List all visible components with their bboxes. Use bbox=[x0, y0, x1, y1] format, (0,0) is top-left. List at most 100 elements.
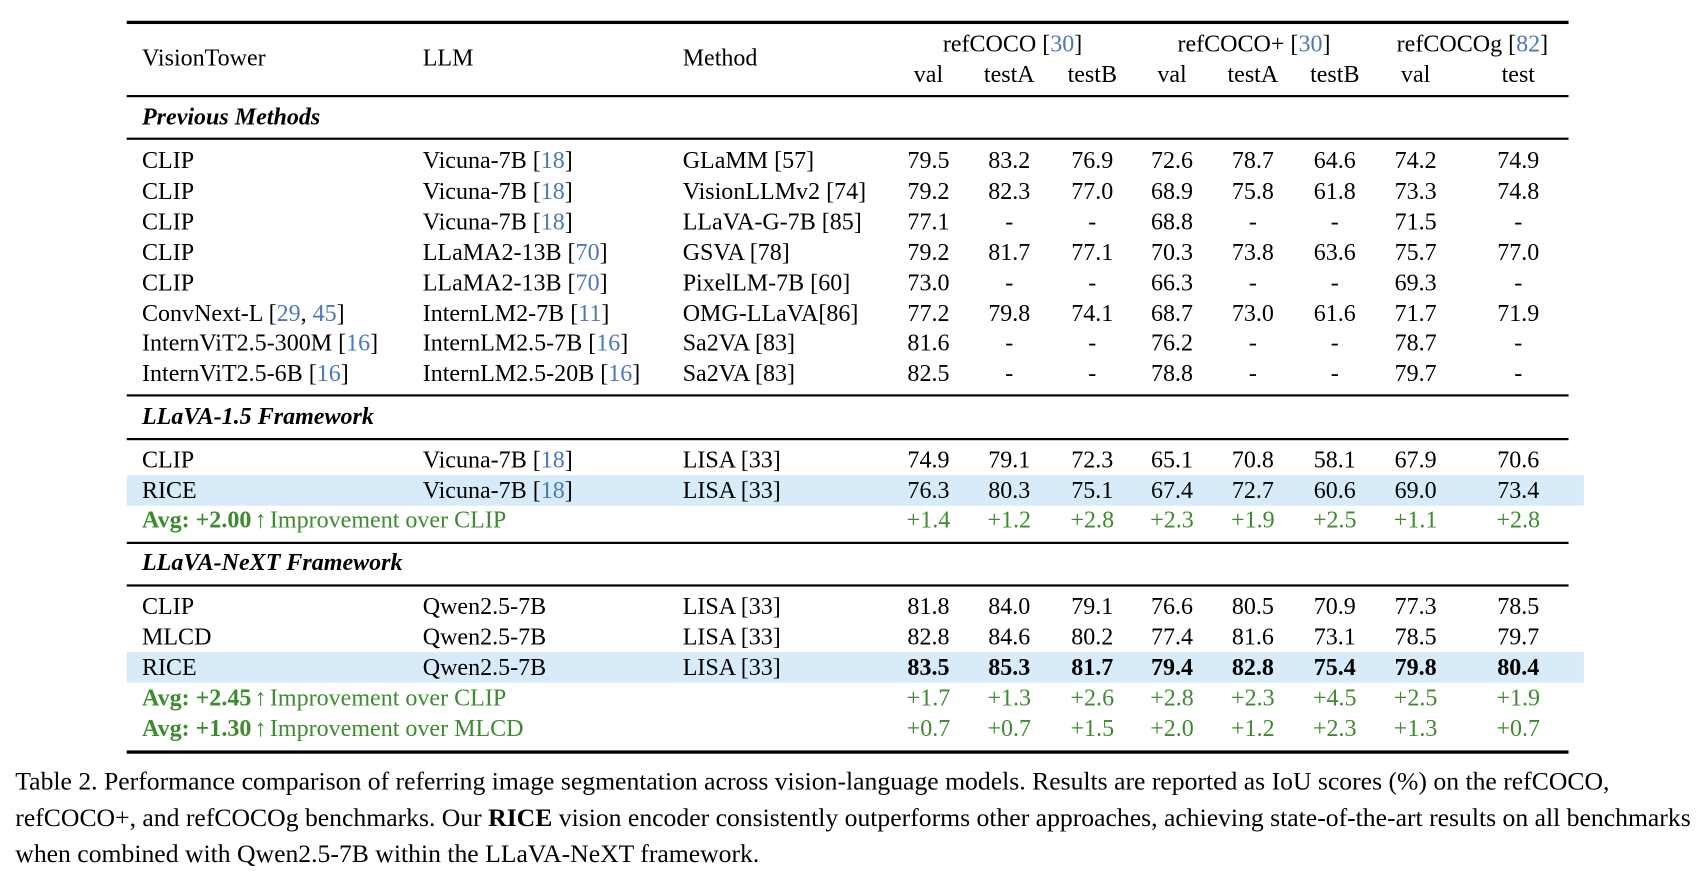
improvement-value: +1.4 bbox=[906, 505, 951, 534]
cell-value: 77.1 bbox=[907, 207, 950, 235]
cell-value: - bbox=[1330, 207, 1339, 235]
cell-value: 75.8 bbox=[1231, 176, 1274, 205]
cell-method: LISA [33] bbox=[682, 622, 781, 650]
cell-visiontower: CLIP bbox=[141, 176, 195, 205]
header-group-2: refCOCOg [82] bbox=[1396, 29, 1549, 57]
cell-value: 77.0 bbox=[1497, 237, 1540, 266]
citation-link[interactable]: 70 bbox=[575, 237, 600, 266]
cell-value: 79.1 bbox=[988, 445, 1031, 473]
citation-link[interactable]: 16 bbox=[316, 359, 341, 387]
caption-after: vision encoder consistently outperforms … bbox=[15, 803, 1691, 869]
citation-link[interactable]: 11 bbox=[578, 298, 602, 327]
table-rule bbox=[126, 750, 1569, 754]
cell-value: - bbox=[1005, 329, 1014, 357]
section-title: Previous Methods bbox=[141, 102, 321, 130]
cell-value: 74.9 bbox=[907, 445, 950, 473]
citation-link[interactable]: 70 bbox=[575, 268, 600, 296]
citation-link[interactable]: 18 bbox=[540, 476, 565, 504]
citation-link[interactable]: 18 bbox=[540, 445, 565, 473]
cell-llm: InternLM2.5-20B [16] bbox=[422, 359, 641, 387]
cell-value: - bbox=[1005, 359, 1014, 387]
cell-value: 79.4 bbox=[1151, 653, 1194, 681]
cell-method: PixelLM-7B [60] bbox=[682, 268, 851, 296]
cell-value: 66.3 bbox=[1151, 268, 1194, 296]
citation-link[interactable]: 18 bbox=[540, 207, 565, 235]
cell-llm: Qwen2.5-7B bbox=[422, 592, 547, 620]
improvement-value: +2.8 bbox=[1150, 683, 1194, 712]
cell-value: 76.2 bbox=[1151, 329, 1194, 357]
citation-link[interactable]: 30 bbox=[1050, 29, 1075, 57]
improvement-label: Avg: +2.00 ↑ Improvement over CLIP bbox=[142, 505, 506, 536]
caption-bold: RICE bbox=[488, 803, 553, 833]
cell-value: 80.3 bbox=[988, 476, 1031, 504]
improvement-label: Avg: +2.45 ↑ Improvement over CLIP bbox=[142, 683, 506, 714]
improvement-value: +2.3 bbox=[1150, 505, 1194, 534]
cell-value: 70.9 bbox=[1313, 592, 1356, 620]
citation-link[interactable]: 16 bbox=[346, 329, 371, 357]
header-subcolumn: test bbox=[1501, 60, 1535, 88]
citation-link[interactable]: 82 bbox=[1516, 29, 1541, 57]
table-rule bbox=[126, 95, 1569, 97]
cell-value: 77.1 bbox=[1071, 237, 1114, 266]
cell-llm: InternLM2-7B [11] bbox=[422, 298, 610, 327]
cell-value: 73.0 bbox=[907, 268, 950, 296]
cell-visiontower: ConvNext-L [29, 45] bbox=[141, 298, 345, 327]
cell-visiontower: RICE bbox=[141, 476, 197, 504]
cell-visiontower: CLIP bbox=[141, 207, 195, 235]
cell-value: 72.3 bbox=[1071, 445, 1114, 473]
citation-link[interactable]: 29 bbox=[276, 298, 301, 327]
improvement-value: +0.7 bbox=[906, 714, 951, 742]
cell-value: 82.5 bbox=[907, 359, 950, 387]
cell-visiontower: CLIP bbox=[141, 237, 195, 266]
cell-value: 85.3 bbox=[988, 653, 1031, 681]
cell-value: 74.8 bbox=[1497, 176, 1540, 205]
improvement-value: +1.1 bbox=[1393, 505, 1438, 534]
cell-value: 73.1 bbox=[1313, 622, 1356, 650]
arrow-up-icon: ↑ bbox=[254, 505, 267, 534]
cell-value: 75.4 bbox=[1313, 653, 1356, 681]
cell-value: - bbox=[1088, 268, 1097, 296]
cell-llm: InternLM2.5-7B [16] bbox=[422, 329, 629, 357]
cell-value: - bbox=[1514, 329, 1523, 357]
citation-link[interactable]: 30 bbox=[1298, 29, 1323, 57]
cell-value: 79.2 bbox=[907, 237, 950, 266]
citation-link[interactable]: 45 bbox=[312, 298, 337, 327]
cell-value: 71.5 bbox=[1394, 207, 1437, 235]
table-rule bbox=[126, 394, 1569, 396]
citation-link[interactable]: 16 bbox=[596, 329, 621, 357]
cell-llm: Qwen2.5-7B bbox=[422, 653, 547, 681]
cell-llm: Vicuna-7B [18] bbox=[422, 207, 573, 235]
improvement-value: +2.8 bbox=[1496, 505, 1541, 534]
cell-method: Sa2VA [83] bbox=[682, 359, 796, 387]
header-method: Method bbox=[682, 43, 758, 71]
caption-before: Table 2. Performance comparison of refer… bbox=[15, 767, 1610, 833]
cell-value: 78.5 bbox=[1394, 622, 1437, 650]
cell-method: LISA [33] bbox=[682, 445, 781, 473]
cell-value: 81.6 bbox=[907, 329, 950, 357]
cell-value: - bbox=[1330, 359, 1339, 387]
cell-value: 77.0 bbox=[1071, 176, 1114, 205]
cell-value: 68.7 bbox=[1151, 298, 1194, 327]
cell-value: 80.4 bbox=[1497, 653, 1540, 681]
cell-method: Sa2VA [83] bbox=[682, 329, 796, 357]
cell-llm: LLaMA2-13B [70] bbox=[422, 268, 608, 296]
cell-value: - bbox=[1514, 268, 1523, 296]
header-subcolumn: testB bbox=[1067, 60, 1117, 88]
improvement-value: +2.6 bbox=[1070, 683, 1115, 712]
cell-value: 70.8 bbox=[1231, 445, 1274, 473]
improvement-text: Improvement over CLIP bbox=[269, 683, 507, 712]
cell-value: - bbox=[1514, 207, 1523, 235]
improvement-value: +1.5 bbox=[1070, 714, 1115, 742]
cell-value: - bbox=[1330, 268, 1339, 296]
citation-link[interactable]: 16 bbox=[608, 359, 633, 387]
cell-llm: LLaMA2-13B [70] bbox=[422, 237, 608, 266]
cell-value: 84.0 bbox=[988, 592, 1031, 620]
improvement-value: +1.7 bbox=[906, 683, 951, 712]
cell-value: - bbox=[1248, 207, 1257, 235]
cell-value: 61.8 bbox=[1313, 176, 1356, 205]
header-group-0: refCOCO [30] bbox=[942, 29, 1083, 57]
cell-value: - bbox=[1248, 359, 1257, 387]
citation-link[interactable]: 18 bbox=[540, 176, 565, 205]
citation-link[interactable]: 18 bbox=[540, 146, 565, 174]
cell-value: 60.6 bbox=[1313, 476, 1356, 504]
